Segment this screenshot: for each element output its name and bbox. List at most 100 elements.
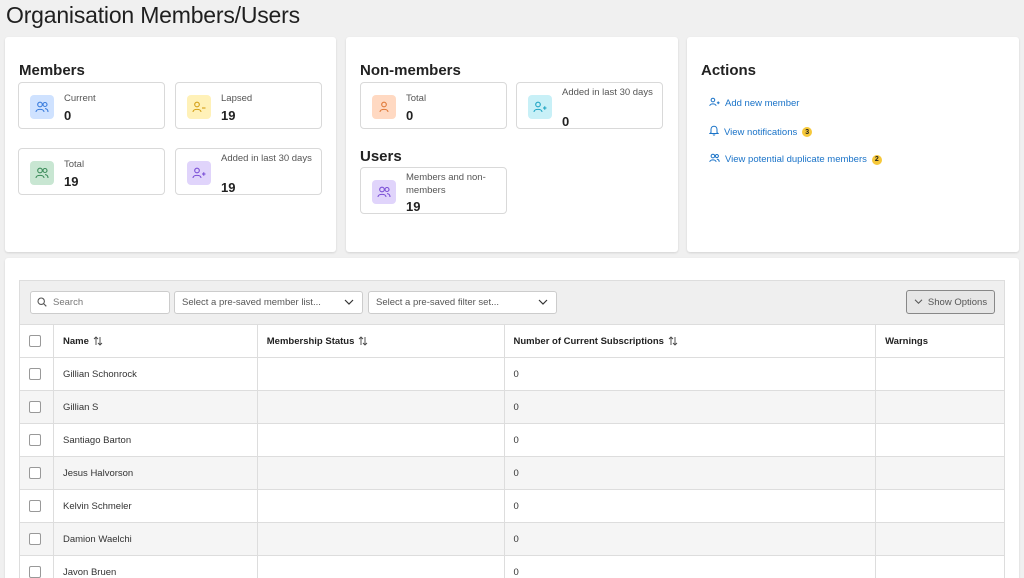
stat-value: 19 [221, 180, 236, 195]
page-title: Organisation Members/Users [6, 2, 300, 28]
non-members-total-stat: Total 0 [360, 82, 507, 129]
actions-section-title: Actions [701, 62, 757, 79]
cell-warnings [875, 390, 1005, 424]
cell-warnings [875, 555, 1005, 578]
cell-warnings [875, 423, 1005, 457]
users-icon [372, 180, 396, 204]
row-select-cell [19, 555, 54, 578]
cell-name: Gillian S [52, 390, 258, 424]
action-label: View notifications [724, 126, 798, 138]
non-members-section-title: Non-members [360, 62, 461, 79]
members-total-stat: Total 19 [18, 148, 165, 195]
table-row[interactable]: Gillian S 0 [19, 390, 1005, 424]
cell-warnings [875, 522, 1005, 556]
cell-status [256, 489, 505, 523]
column-header-name[interactable]: Name [52, 324, 258, 358]
members-lapsed-stat: Lapsed 19 [175, 82, 322, 129]
cell-subscriptions: 0 [503, 522, 877, 556]
table-toolbar: Select a pre-saved member list... Select… [19, 280, 1005, 324]
cell-status [256, 357, 505, 391]
column-header-membership-status[interactable]: Membership Status [256, 324, 505, 358]
member-list-select[interactable]: Select a pre-saved member list... [174, 291, 363, 314]
cell-name: Santiago Barton [52, 423, 258, 457]
show-options-button[interactable]: Show Options [906, 290, 995, 314]
cell-subscriptions: 0 [503, 390, 877, 424]
cell-name: Jesus Halvorson [52, 456, 258, 490]
sort-icon [668, 336, 678, 346]
select-all-checkbox[interactable] [29, 335, 41, 347]
row-checkbox[interactable] [29, 533, 41, 545]
stat-value: 0 [562, 114, 570, 129]
duplicates-count-badge: 2 [871, 154, 882, 165]
cell-status [256, 390, 505, 424]
chevron-down-icon [538, 298, 548, 309]
members-section-title: Members [19, 62, 85, 79]
sort-icon [359, 336, 368, 346]
stat-value: 0 [406, 108, 414, 123]
notifications-count-badge: 3 [802, 127, 813, 137]
row-select-cell [19, 489, 54, 523]
users-icon [30, 161, 54, 185]
table-row[interactable]: Santiago Barton 0 [19, 423, 1005, 457]
select-all-cell [19, 324, 54, 358]
users-section-title: Users [360, 148, 402, 165]
table-row[interactable]: Damion Waelchi 0 [19, 522, 1005, 556]
view-notifications-link[interactable]: View notifications 3 [708, 125, 813, 139]
column-header-warnings: Warnings [875, 324, 1005, 358]
bell-icon [708, 125, 724, 139]
cell-warnings [875, 357, 1005, 391]
user-icon [372, 95, 396, 119]
row-checkbox[interactable] [29, 500, 41, 512]
filter-set-select[interactable]: Select a pre-saved filter set... [368, 291, 557, 314]
column-header-subscriptions[interactable]: Number of Current Subscriptions [503, 324, 877, 358]
search-box[interactable] [30, 291, 170, 314]
non-members-added-stat: Added in last 30 days 0 [516, 82, 663, 129]
stat-label: Added in last 30 days [221, 153, 312, 164]
row-select-cell [19, 390, 54, 424]
row-checkbox[interactable] [29, 467, 41, 479]
row-checkbox[interactable] [29, 401, 41, 413]
stat-value: 19 [64, 174, 79, 189]
view-duplicates-link[interactable]: View potential duplicate members 2 [709, 153, 882, 166]
user-plus-icon [528, 95, 552, 119]
members-added-stat: Added in last 30 days 19 [175, 148, 322, 195]
cell-status [256, 456, 505, 490]
cell-warnings [875, 456, 1005, 490]
table-row[interactable]: Kelvin Schmeler 0 [19, 489, 1005, 523]
sort-icon [93, 336, 103, 346]
column-header-label: Membership Status [266, 335, 355, 347]
members-current-stat: Current 0 [18, 82, 165, 129]
cell-status [256, 423, 505, 457]
table-row[interactable]: Jesus Halvorson 0 [19, 456, 1005, 490]
row-select-cell [19, 522, 54, 556]
show-options-label: Show Options [927, 296, 988, 308]
row-checkbox[interactable] [29, 368, 41, 380]
members-table-panel: Select a pre-saved member list... Select… [5, 258, 1019, 578]
cell-subscriptions: 0 [503, 489, 877, 523]
column-header-label: Warnings [885, 335, 928, 347]
table-row[interactable]: Gillian Schonrock 0 [19, 357, 1005, 391]
stat-value: 19 [406, 199, 421, 214]
stat-label: Total [406, 93, 427, 104]
cell-warnings [875, 489, 1005, 523]
chevron-down-icon [344, 298, 354, 309]
action-label: Add new member [725, 98, 800, 109]
user-plus-icon [709, 97, 725, 110]
stat-label: Total [64, 159, 85, 170]
row-checkbox[interactable] [29, 566, 41, 578]
add-new-member-link[interactable]: Add new member [709, 97, 799, 110]
stat-label: Current [64, 93, 96, 104]
stat-value: 0 [64, 108, 72, 123]
members-card: Members Current 0 Lapsed 19 Total 19 Add… [5, 37, 336, 252]
cell-subscriptions: 0 [503, 357, 877, 391]
table-row[interactable]: Javon Bruen 0 [19, 555, 1005, 578]
action-label: View potential duplicate members [725, 154, 867, 165]
cell-name: Javon Bruen [52, 555, 258, 578]
chevron-down-icon [914, 297, 928, 308]
cell-name: Kelvin Schmeler [52, 489, 258, 523]
user-plus-icon [187, 161, 211, 185]
column-header-label: Name [62, 335, 89, 347]
row-checkbox[interactable] [29, 434, 41, 446]
search-input[interactable] [53, 297, 163, 308]
cell-subscriptions: 0 [503, 555, 877, 578]
